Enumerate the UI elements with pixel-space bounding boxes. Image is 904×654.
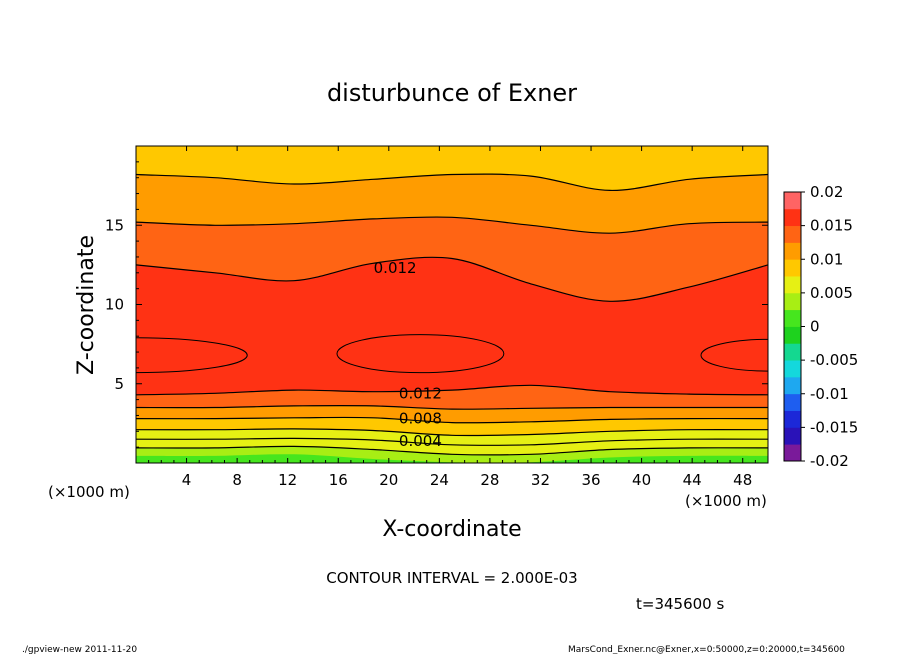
x-tick-label: 28 (480, 471, 499, 489)
colorbar-swatch (784, 410, 801, 428)
x-tick-label: 4 (182, 471, 192, 489)
colorbar-swatch (784, 360, 801, 378)
contour-line (136, 428, 768, 437)
contour-line (136, 405, 768, 410)
x-unit-left: (×1000 m) (48, 483, 130, 501)
colorbar-swatch (784, 208, 801, 227)
colorbar-swatch (784, 309, 801, 327)
contour-line (136, 437, 768, 446)
colorbar-label: -0.02 (810, 452, 849, 470)
y-tick-label: 15 (105, 216, 124, 234)
colorbar-label: -0.005 (810, 351, 858, 369)
contour-band (136, 454, 768, 463)
x-tick-label: 20 (379, 471, 398, 489)
contour-line (136, 416, 768, 424)
contour-line (136, 216, 768, 234)
contour-labels: 0.012 0.012 0.008 0.004 (374, 259, 442, 450)
footer-left-note: ./gpview-new 2011-11-20 (22, 645, 137, 654)
contour-label: 0.012 (399, 384, 442, 402)
contour-label: 0.012 (374, 259, 417, 277)
x-tick-label: 16 (329, 471, 348, 489)
colorbar-swatch (784, 444, 801, 462)
x-tick-label: 44 (683, 471, 702, 489)
footer-right-note: MarsCond_Exner.nc@Exner,x=0:50000,z=0:20… (568, 645, 845, 654)
colorbar-swatch (784, 326, 801, 344)
y-axis-label: Z-coordinate (74, 235, 99, 375)
x-tick-label: 32 (531, 471, 550, 489)
x-tick-label: 36 (581, 471, 600, 489)
colorbar: 0.02 0.015 0.01 0.005 0 -0.005 -0.01 -0.015 -0.0… (783, 183, 858, 470)
contour-label: 0.004 (399, 432, 442, 450)
colorbar-swatch (784, 259, 801, 277)
chart-title: disturbunce of Exner (327, 79, 577, 107)
colorbar-swatch (784, 427, 801, 445)
y-tick-label: 5 (114, 375, 124, 393)
colorbar-swatch (784, 225, 801, 243)
x-axis-label: X-coordinate (382, 517, 521, 542)
colorbar-label: 0.015 (810, 217, 853, 235)
contour-maximum (136, 337, 248, 374)
contour-line (136, 445, 768, 456)
x-tick-label: 8 (232, 471, 242, 489)
y-axis-ticks: 5 10 15 (105, 161, 768, 448)
colorbar-label: -0.015 (810, 418, 858, 436)
colorbar-swatch (784, 343, 801, 361)
colorbar-label: 0 (810, 318, 820, 336)
x-tick-label: 24 (430, 471, 449, 489)
contour-interval-text: CONTOUR INTERVAL = 2.000E-03 (326, 569, 577, 587)
colorbar-swatch (784, 393, 801, 411)
colorbar-swatch (784, 192, 801, 210)
time-text: t=345600 s (636, 595, 724, 613)
contour-lines (136, 173, 768, 456)
colorbar-label: 0.02 (810, 183, 843, 201)
colorbar-label: -0.01 (810, 385, 849, 403)
colorbar-swatch (784, 242, 801, 260)
x-axis-ticks: 4 8 12 16 20 24 28 32 36 40 44 48 (148, 146, 756, 489)
x-tick-label: 40 (632, 471, 651, 489)
colorbar-swatch (784, 276, 801, 294)
y-tick-label: 10 (105, 296, 124, 314)
contour-line (136, 384, 768, 396)
contour-line (136, 256, 768, 302)
colorbar-label: 0.005 (810, 284, 853, 302)
contour-label: 0.008 (399, 410, 442, 428)
contour-maximum (336, 334, 505, 374)
x-tick-label: 12 (278, 471, 297, 489)
colorbar-swatch (784, 292, 801, 311)
x-unit-right: (×1000 m) (685, 492, 767, 510)
colorbar-swatch (784, 376, 801, 395)
contour-line (136, 173, 768, 192)
x-tick-label: 48 (733, 471, 752, 489)
colorbar-label: 0.01 (810, 250, 843, 268)
